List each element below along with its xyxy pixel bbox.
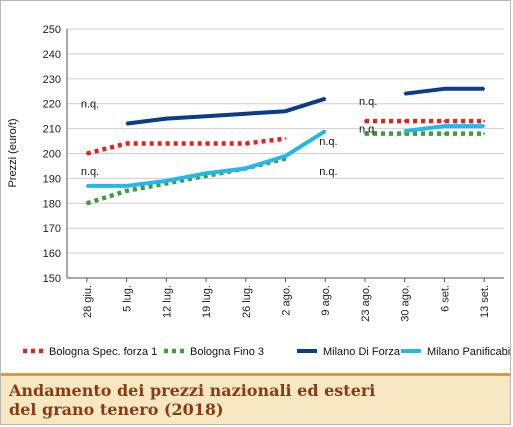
data-point <box>324 97 327 100</box>
y-tick-label: 240 <box>43 49 61 61</box>
data-point <box>443 125 446 128</box>
y-tick-label: 180 <box>43 198 61 210</box>
data-point <box>165 117 168 120</box>
annotation-nq: n.q. <box>319 136 337 148</box>
data-point <box>443 120 446 123</box>
data-point <box>85 202 88 205</box>
data-point <box>125 189 128 192</box>
x-tick-label: 2 ago. <box>281 285 293 316</box>
data-point <box>284 110 287 113</box>
annotation-nq: n.q. <box>359 96 377 108</box>
line-chart: 150 160 170 180 190 200 210 220 230 240 250 28 giu… <box>7 24 510 358</box>
caption-title: Andamento dei prezzi nazionali ed esteri… <box>9 381 376 419</box>
data-point <box>205 115 208 118</box>
y-tick-label: 220 <box>43 99 61 111</box>
y-tick-label: 160 <box>43 248 61 260</box>
x-tick-label: 28 giu. <box>82 285 94 318</box>
series-line-3 <box>126 96 326 126</box>
series-line-1 <box>86 136 286 156</box>
x-tick-label: 23 ago. <box>360 285 372 322</box>
data-point <box>85 184 88 187</box>
legend-label: Milano Di Forza <box>323 346 401 358</box>
data-point <box>403 130 406 133</box>
data-point <box>85 152 88 155</box>
y-tick-label: 250 <box>43 24 61 36</box>
y-tick-label: 200 <box>43 149 61 161</box>
data-point <box>483 125 486 128</box>
data-point <box>403 120 406 123</box>
data-point <box>483 132 486 135</box>
data-point <box>284 137 287 140</box>
data-point <box>483 87 486 90</box>
y-tick-label: 210 <box>43 124 61 136</box>
data-point <box>483 120 486 123</box>
annotation-nq: n.q. <box>81 166 99 178</box>
y-axis-title: Prezzi (euro/t) <box>7 118 19 187</box>
data-point <box>165 179 168 182</box>
x-tick-label: 19 lug. <box>201 285 213 318</box>
caption-box: Andamento dei prezzi nazionali ed esteri… <box>1 373 510 424</box>
annotation-nq: n.q. <box>319 166 337 178</box>
x-tick-label: 12 lug. <box>161 285 173 318</box>
data-point <box>363 132 366 135</box>
x-tick-label: 30 ago. <box>400 285 412 322</box>
data-point <box>324 130 327 133</box>
data-point <box>284 154 287 157</box>
data-point <box>205 172 208 175</box>
data-point <box>125 184 128 187</box>
data-point <box>443 87 446 90</box>
annotation-nq: n.q. <box>359 124 377 136</box>
data-point <box>403 92 406 95</box>
legend-label: Bologna Fino 3 <box>190 346 264 358</box>
annotation-nq: n.q. <box>81 99 99 111</box>
y-tick-label: 230 <box>43 74 61 86</box>
data-point <box>205 142 208 145</box>
legend-label: Milano Panificabile <box>427 346 510 358</box>
x-tick-label: 13 set. <box>479 285 491 318</box>
data-point <box>244 112 247 115</box>
data-point <box>165 142 168 145</box>
data-point <box>125 122 128 125</box>
x-tick-label: 5 lug. <box>122 285 134 312</box>
data-point <box>443 132 446 135</box>
data-point <box>244 167 247 170</box>
y-tick-label: 190 <box>43 173 61 185</box>
y-tick-label: 150 <box>43 273 61 285</box>
data-point <box>363 120 366 123</box>
data-point <box>244 142 247 145</box>
y-tick-label: 170 <box>43 223 61 235</box>
x-tick-label: 6 set. <box>439 285 451 312</box>
legend-label: Bologna Spec. forza 1 <box>49 346 157 358</box>
data-point <box>125 142 128 145</box>
data-point <box>403 132 406 135</box>
x-tick-label: 9 ago. <box>320 285 332 316</box>
x-tick-label: 26 lug. <box>241 285 253 318</box>
